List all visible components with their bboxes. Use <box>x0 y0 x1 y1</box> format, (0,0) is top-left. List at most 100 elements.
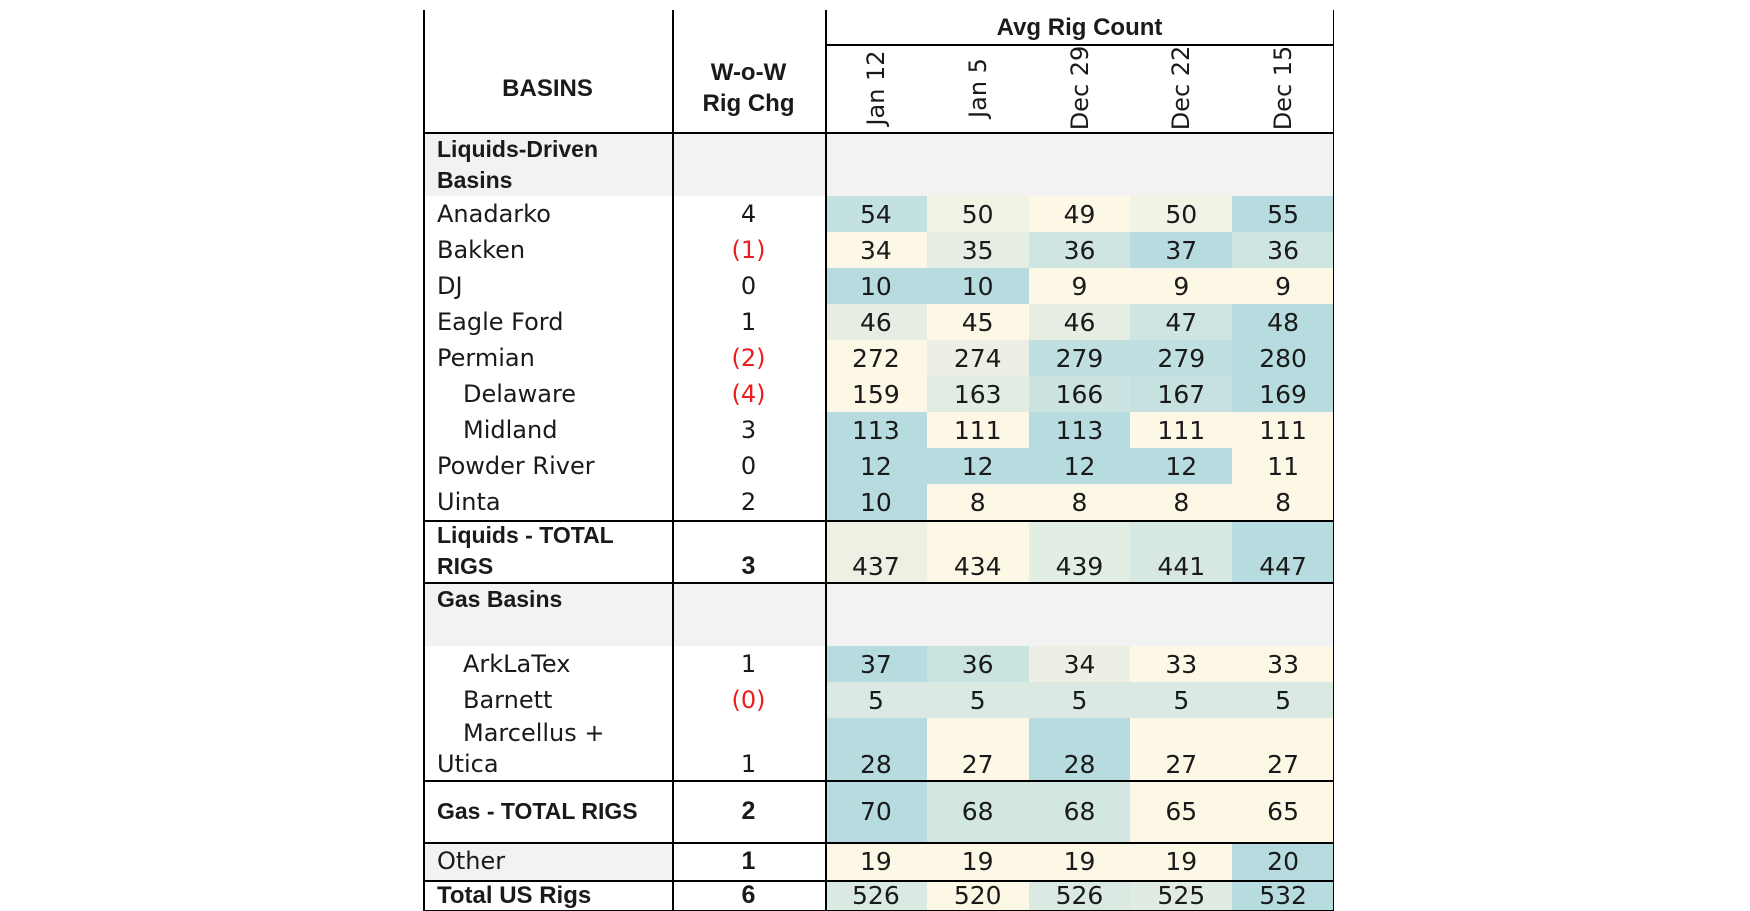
rig-count-value: 169 <box>1232 376 1334 412</box>
rig-count-value: 520 <box>927 880 1029 911</box>
rig-count-value: 10 <box>825 484 927 520</box>
rig-count-value: 46 <box>825 304 927 340</box>
rig-count-value: 113 <box>825 412 927 448</box>
rig-count-value: 12 <box>927 448 1029 484</box>
basin-label: Anadarko <box>423 196 672 232</box>
rig-count-value: 34 <box>1029 646 1131 682</box>
rig-count-value: 11 <box>1232 448 1334 484</box>
rig-count-value: 526 <box>1029 880 1131 911</box>
rig-count-value: 10 <box>825 268 927 304</box>
rig-count-value: 111 <box>927 412 1029 448</box>
wow-change: 4 <box>672 196 825 232</box>
wow-change: 1 <box>672 304 825 340</box>
basin-label: Other <box>423 842 672 880</box>
section-band-chg <box>672 132 825 196</box>
rig-count-value: 28 <box>1029 718 1131 780</box>
rig-count-value: 9 <box>1232 268 1334 304</box>
basins-header: BASINS <box>423 44 672 132</box>
rig-count-value: 111 <box>1232 412 1334 448</box>
rig-count-value: 447 <box>1232 520 1334 582</box>
title-bottom-border <box>825 44 1334 46</box>
basin-label: Powder River <box>423 448 672 484</box>
rig-count-value: 274 <box>927 340 1029 376</box>
rig-count-value: 19 <box>825 842 927 880</box>
rig-count-value: 163 <box>927 376 1029 412</box>
rig-count-value: 437 <box>825 520 927 582</box>
rig-count-value: 36 <box>1029 232 1131 268</box>
rig-count-value: 50 <box>927 196 1029 232</box>
rig-count-value: 45 <box>927 304 1029 340</box>
rig-count-value: 434 <box>927 520 1029 582</box>
basin-label: Total US Rigs <box>423 880 672 911</box>
rig-count-value: 49 <box>1029 196 1131 232</box>
rig-count-value: 279 <box>1130 340 1232 376</box>
header-bottom-border <box>423 132 1334 134</box>
wow-change: 2 <box>672 484 825 520</box>
section-band-chg <box>672 582 825 646</box>
rig-count-value: 8 <box>1130 484 1232 520</box>
total-bottom-border <box>423 842 1334 844</box>
rig-count-value: 55 <box>1232 196 1334 232</box>
rig-count-value: 19 <box>1130 842 1232 880</box>
rig-count-value: 280 <box>1232 340 1334 376</box>
rig-count-value: 65 <box>1232 780 1334 842</box>
wow-change: 2 <box>672 780 825 842</box>
basin-label: DJ <box>423 268 672 304</box>
rig-count-value: 8 <box>927 484 1029 520</box>
basin-label: ArkLaTex <box>423 646 672 682</box>
basin-label: Bakken <box>423 232 672 268</box>
rig-count-value: 5 <box>825 682 927 718</box>
basin-label: Liquids-Driven Basins <box>423 132 672 196</box>
wow-change: (2) <box>672 340 825 376</box>
rig-count-value: 33 <box>1232 646 1334 682</box>
week-header-1: Jan 5 <box>964 58 992 118</box>
total-top-border <box>423 780 1334 782</box>
week-header-2: Dec 29 <box>1066 46 1094 131</box>
rig-count-value: 12 <box>825 448 927 484</box>
total-bottom-border <box>423 582 1334 584</box>
rig-count-value: 12 <box>1029 448 1131 484</box>
avg-rig-count-title: Avg Rig Count <box>825 10 1334 44</box>
rig-count-value: 37 <box>1130 232 1232 268</box>
rig-count-value: 37 <box>825 646 927 682</box>
num-col-border <box>825 10 827 911</box>
rig-count-value: 113 <box>1029 412 1131 448</box>
total-top-border <box>423 520 1334 522</box>
rig-count-value: 9 <box>1029 268 1131 304</box>
rig-count-value: 20 <box>1232 842 1334 880</box>
wow-change: (0) <box>672 682 825 718</box>
rig-count-value: 46 <box>1029 304 1131 340</box>
rig-count-value: 441 <box>1130 520 1232 582</box>
week-header-3: Dec 22 <box>1167 46 1195 131</box>
week-header-0: Jan 12 <box>862 50 890 125</box>
rig-count-value: 27 <box>1130 718 1232 780</box>
rig-count-value: 50 <box>1130 196 1232 232</box>
rig-count-value: 34 <box>825 232 927 268</box>
rig-count-value: 65 <box>1130 780 1232 842</box>
wow-change: (4) <box>672 376 825 412</box>
rig-count-value: 8 <box>1232 484 1334 520</box>
rig-count-value: 70 <box>825 780 927 842</box>
rig-count-value: 8 <box>1029 484 1131 520</box>
rig-count-value: 33 <box>1130 646 1232 682</box>
rig-count-value: 28 <box>825 718 927 780</box>
wow-change: 0 <box>672 268 825 304</box>
basin-label: Gas Basins <box>423 582 672 646</box>
rig-count-table: Avg Rig Count BASINS W-o-W Rig Chg Jan 1… <box>423 10 1334 867</box>
basin-label: Gas - TOTAL RIGS <box>423 780 672 842</box>
rig-count-value: 279 <box>1029 340 1131 376</box>
basin-label: Uinta <box>423 484 672 520</box>
chg-col-border <box>672 10 674 911</box>
wow-change: 6 <box>672 880 825 911</box>
rig-count-value: 5 <box>1232 682 1334 718</box>
wow-change: (1) <box>672 232 825 268</box>
rig-count-value: 35 <box>927 232 1029 268</box>
rig-count-value: 36 <box>927 646 1029 682</box>
rig-count-value: 532 <box>1232 880 1334 911</box>
wow-change-header: W-o-W Rig Chg <box>672 44 825 132</box>
rig-count-value: 5 <box>927 682 1029 718</box>
rig-count-value: 159 <box>825 376 927 412</box>
rig-count-value: 27 <box>927 718 1029 780</box>
rig-count-value: 12 <box>1130 448 1232 484</box>
rig-count-value: 166 <box>1029 376 1131 412</box>
